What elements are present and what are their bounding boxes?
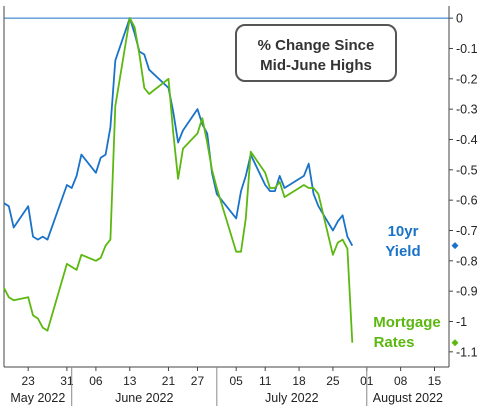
mortgage-series-line <box>3 17 354 343</box>
y-tick-label: -0.5 <box>456 163 478 177</box>
x-tick-label: 18 <box>292 374 306 388</box>
mortgage-label-line-1: Mortgage <box>373 314 441 331</box>
y-tick-label: -0.7 <box>456 224 478 238</box>
month-label: May 2022 <box>10 391 65 405</box>
month-label: July 2022 <box>265 391 319 405</box>
yield-series-line <box>3 17 354 247</box>
month-label: August 2022 <box>373 391 443 405</box>
x-tick-label: 05 <box>229 374 243 388</box>
series-label-yield: 10yr Yield <box>385 223 420 260</box>
y-tick-label: -0.2 <box>456 72 478 86</box>
y-tick-label: -0.6 <box>456 194 478 208</box>
x-tick-label: 21 <box>162 374 176 388</box>
title-box-frame <box>235 24 397 82</box>
mortgage-label-line-2: Rates <box>374 334 415 351</box>
mortgage-last-value-marker <box>451 339 459 347</box>
x-tick-label: 25 <box>326 374 340 388</box>
x-tick-label: 13 <box>123 374 137 388</box>
y-tick-label: -0.3 <box>456 103 478 117</box>
x-tick-label: 15 <box>428 374 442 388</box>
title-line-2: Mid-June Highs <box>260 57 372 74</box>
title-box: % Change Since Mid-June Highs <box>235 24 397 82</box>
yield-label-line-1: 10yr <box>388 223 419 240</box>
y-tick-label: -1.1 <box>456 345 478 359</box>
yield-label-line-2: Yield <box>385 243 420 260</box>
x-tick-label: 23 <box>22 374 36 388</box>
series-layer <box>3 17 459 347</box>
month-label: June 2022 <box>115 391 173 405</box>
x-tick-label: 27 <box>191 374 205 388</box>
y-tick-label: -0.4 <box>456 133 478 147</box>
series-label-mortgage: Mortgage Rates <box>373 314 441 351</box>
x-tick-label: 08 <box>394 374 408 388</box>
y-axis: 0 -0.1 -0.2 -0.3 -0.4 -0.5 -0.6 -0.7 -0.8 -0.9 -1 -… <box>448 6 478 367</box>
y-tick-label: 0 <box>456 12 463 26</box>
y-tick-label: -0.8 <box>456 254 478 268</box>
y-tick-label: -0.9 <box>456 285 478 299</box>
x-tick-label: 06 <box>89 374 103 388</box>
x-tick-label: 31 <box>60 374 74 388</box>
y-tick-label: -1 <box>456 315 467 329</box>
yield-last-value-marker <box>451 242 459 250</box>
x-tick-label: 11 <box>259 374 272 388</box>
title-line-1: % Change Since <box>258 37 375 54</box>
y-tick-label: -0.1 <box>456 42 478 56</box>
